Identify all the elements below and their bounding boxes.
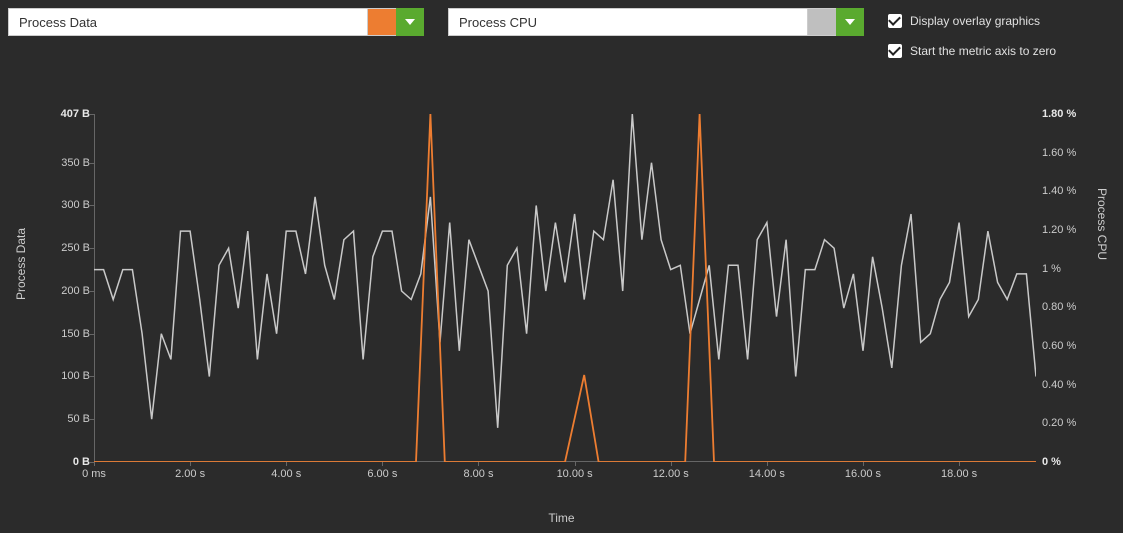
x-tick-label: 8.00 s xyxy=(464,468,494,480)
x-tick-mark xyxy=(382,462,383,466)
y-left-tick-mark xyxy=(90,114,94,115)
overlay-graphics-checkbox[interactable] xyxy=(888,14,902,28)
overlay-graphics-label: Display overlay graphics xyxy=(910,14,1040,28)
y-right-tick-label: 0.60 % xyxy=(1042,340,1076,352)
x-tick-label: 12.00 s xyxy=(653,468,689,480)
metric1-input[interactable] xyxy=(8,8,368,36)
y-left-tick-label: 50 B xyxy=(67,413,90,425)
y-left-axis-title: Process Data xyxy=(14,228,28,300)
y-left-tick-label: 100 B xyxy=(61,370,90,382)
series-line xyxy=(94,114,1036,428)
y-right-axis-title: Process CPU xyxy=(1095,188,1109,260)
y-right-tick-label: 1.20 % xyxy=(1042,224,1076,236)
x-tick-mark xyxy=(671,462,672,466)
metric1-dropdown-button[interactable] xyxy=(396,8,424,36)
y-left-tick-mark xyxy=(90,419,94,420)
y-right-tick-label: 0.80 % xyxy=(1042,301,1076,313)
x-tick-label: 6.00 s xyxy=(367,468,397,480)
y-right-tick-label: 0 % xyxy=(1042,456,1061,468)
toolbar: Display overlay graphics Start the metri… xyxy=(8,8,1115,70)
x-tick-mark xyxy=(94,462,95,466)
chevron-down-icon xyxy=(843,15,857,29)
axis-zero-checkbox[interactable] xyxy=(888,44,902,58)
options-panel: Display overlay graphics Start the metri… xyxy=(888,8,1056,70)
y-right-tick-label: 0.40 % xyxy=(1042,379,1076,391)
x-axis-title: Time xyxy=(0,511,1123,525)
y-left-tick-mark xyxy=(90,163,94,164)
metric2-color-swatch[interactable] xyxy=(808,8,836,36)
chart-series-svg xyxy=(94,114,1036,462)
y-right-tick-label: 0.20 % xyxy=(1042,417,1076,429)
metric2-input[interactable] xyxy=(448,8,808,36)
x-tick-label: 0 ms xyxy=(82,468,106,480)
x-tick-label: 10.00 s xyxy=(557,468,593,480)
x-tick-label: 4.00 s xyxy=(271,468,301,480)
x-tick-mark xyxy=(767,462,768,466)
y-right-tick-label: 1.80 % xyxy=(1042,108,1076,120)
x-tick-label: 2.00 s xyxy=(175,468,205,480)
metric2-selector xyxy=(448,8,864,36)
metric1-selector xyxy=(8,8,424,36)
axis-zero-option: Start the metric axis to zero xyxy=(888,40,1056,62)
x-tick-mark xyxy=(478,462,479,466)
x-tick-mark xyxy=(575,462,576,466)
y-left-tick-mark xyxy=(90,291,94,292)
y-left-tick-label: 0 B xyxy=(73,456,90,468)
x-tick-mark xyxy=(190,462,191,466)
y-left-tick-mark xyxy=(90,334,94,335)
y-left-tick-label: 150 B xyxy=(61,328,90,340)
y-left-tick-mark xyxy=(90,205,94,206)
y-left-tick-label: 250 B xyxy=(61,242,90,254)
y-left-tick-label: 350 B xyxy=(61,157,90,169)
y-right-tick-label: 1.40 % xyxy=(1042,185,1076,197)
chevron-down-icon xyxy=(403,15,417,29)
x-tick-mark xyxy=(959,462,960,466)
metric1-color-swatch[interactable] xyxy=(368,8,396,36)
x-tick-label: 14.00 s xyxy=(749,468,785,480)
y-left-tick-label: 407 B xyxy=(61,108,90,120)
x-tick-mark xyxy=(863,462,864,466)
chart-area: Process Data Process CPU Time 0 B 50 B 100… xyxy=(0,90,1123,533)
y-left-tick-mark xyxy=(90,376,94,377)
x-tick-label: 18.00 s xyxy=(941,468,977,480)
axis-zero-label: Start the metric axis to zero xyxy=(910,44,1056,58)
metric2-dropdown-button[interactable] xyxy=(836,8,864,36)
x-tick-mark xyxy=(286,462,287,466)
chart-plot[interactable] xyxy=(94,114,1036,462)
y-left-tick-mark xyxy=(90,248,94,249)
x-tick-label: 16.00 s xyxy=(845,468,881,480)
y-left-tick-label: 300 B xyxy=(61,199,90,211)
y-right-tick-label: 1.60 % xyxy=(1042,147,1076,159)
y-right-tick-label: 1 % xyxy=(1042,263,1061,275)
y-left-tick-label: 200 B xyxy=(61,285,90,297)
overlay-graphics-option: Display overlay graphics xyxy=(888,10,1056,32)
